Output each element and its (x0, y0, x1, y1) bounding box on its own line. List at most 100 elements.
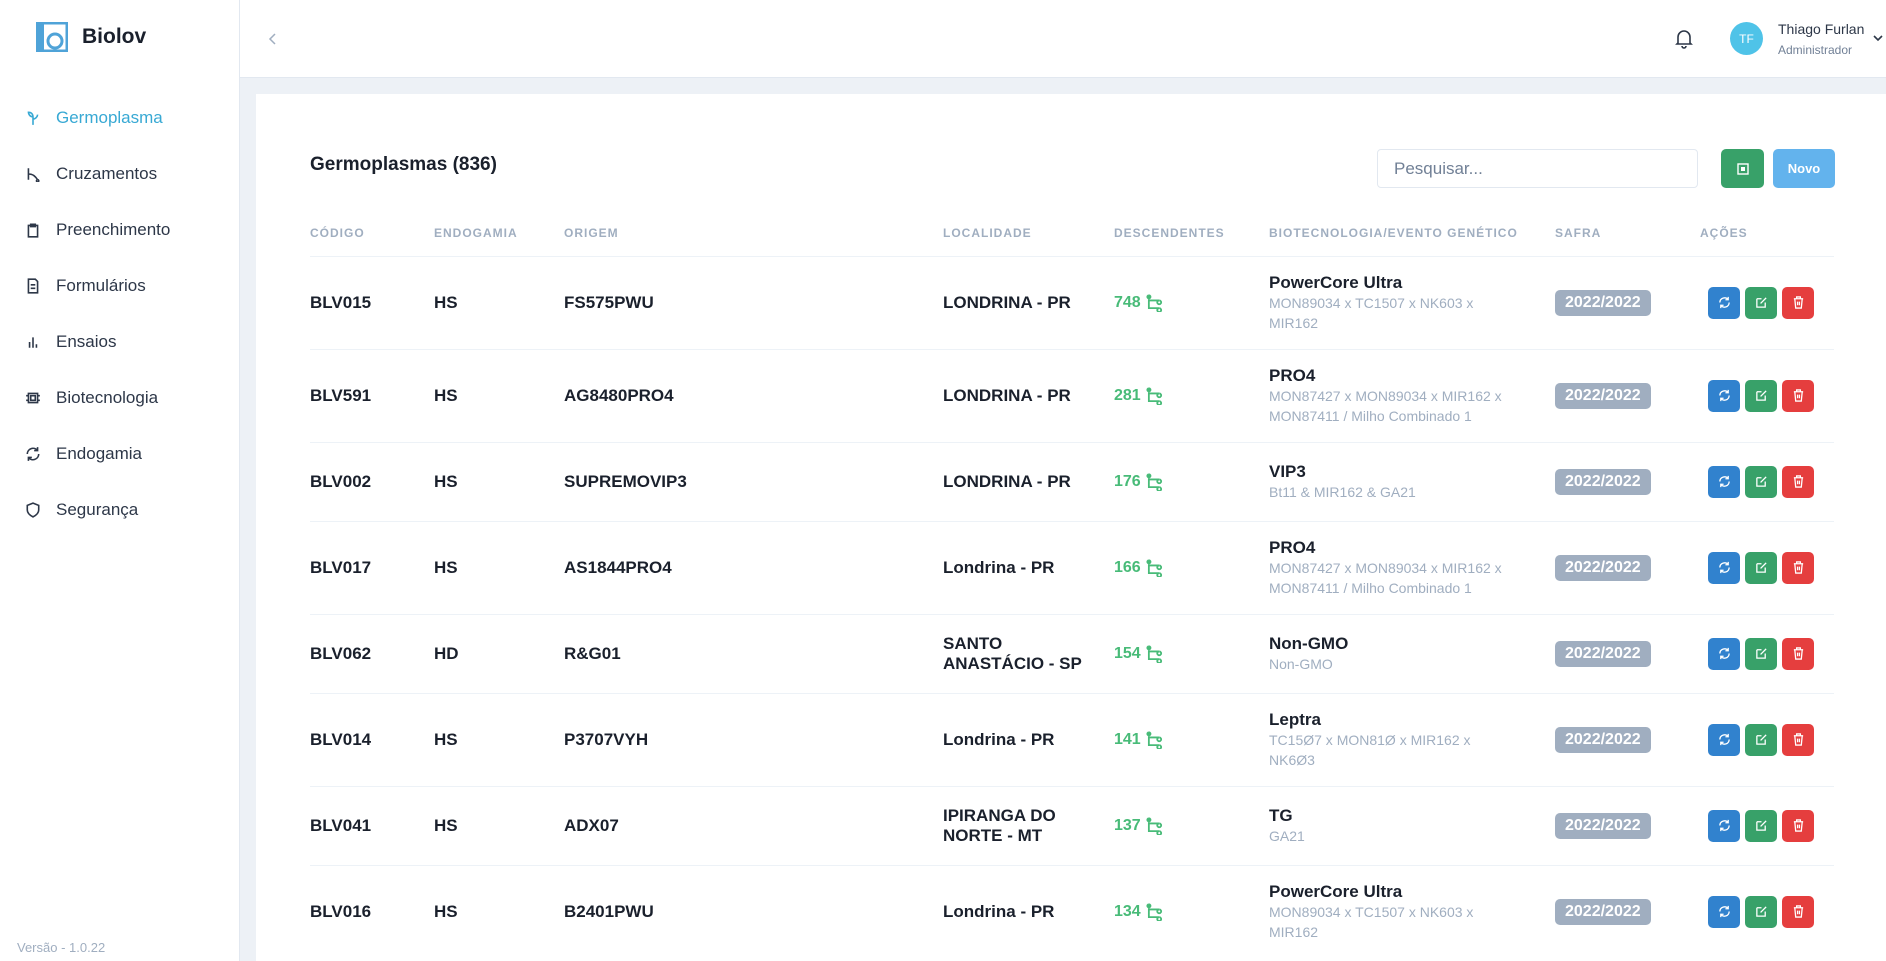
descendentes-count: 137 (1114, 816, 1141, 834)
biotech-cell: PRO4 MON87427 x MON89034 x MIR162 x MON87… (1269, 520, 1555, 614)
nav-item[interactable]: Formulários (0, 258, 240, 314)
tree-icon (1146, 472, 1162, 491)
origem: SUPREMOVIP3 (564, 441, 943, 521)
descendentes: 154 (1114, 645, 1261, 663)
sync-button[interactable] (1708, 637, 1740, 670)
action-icon (1755, 390, 1767, 401)
delete-button[interactable] (1782, 465, 1814, 498)
action-icon (1718, 647, 1730, 660)
action-icon (1755, 820, 1767, 831)
column-header: CÓDIGO (310, 225, 365, 240)
edit-button[interactable] (1745, 465, 1777, 498)
sync-button[interactable] (1708, 379, 1740, 412)
actions (1700, 286, 1826, 319)
export-icon (1736, 162, 1749, 175)
nav-item[interactable]: Segurança (0, 482, 240, 538)
nav-item[interactable]: Biotecnologia (0, 370, 240, 426)
actions (1700, 551, 1826, 584)
localidade: Londrina - PR (943, 864, 1114, 958)
actions-cell (1700, 613, 1834, 693)
code: BLV002 (310, 441, 434, 521)
nav-label: Formulários (56, 276, 146, 295)
descendentes: 176 (1114, 473, 1261, 491)
delete-button[interactable] (1782, 723, 1814, 756)
biotech-cell: Non-GMO Non-GMO (1269, 613, 1555, 693)
delete-button[interactable] (1782, 379, 1814, 412)
nav-item[interactable]: Cruzamentos (0, 146, 240, 202)
safra-badge: 2022/2022 (1555, 898, 1651, 925)
column-header: ORIGEM (564, 225, 619, 240)
notifications[interactable] (1675, 29, 1693, 49)
actions-cell (1700, 864, 1834, 958)
search-input[interactable]: Pesquisar... (1377, 149, 1698, 188)
action-icon (1755, 562, 1767, 573)
nav-icon (27, 223, 39, 238)
endogamia: HS (434, 785, 564, 865)
sync-button[interactable] (1708, 551, 1740, 584)
edit-button[interactable] (1745, 723, 1777, 756)
brand-name: Biolov (82, 25, 147, 48)
search-placeholder: Pesquisar... (1394, 159, 1483, 178)
export-button[interactable] (1721, 149, 1764, 188)
nav-item[interactable]: Preenchimento (0, 202, 240, 258)
edit-button[interactable] (1745, 895, 1777, 928)
biotech-event: Bt11 & MIR162 & GA21 (1269, 483, 1416, 500)
sync-button[interactable] (1708, 895, 1740, 928)
nav-label: Preenchimento (56, 220, 171, 239)
tree-icon (1146, 644, 1162, 663)
actions (1700, 379, 1826, 412)
biotech-cell: VIP3 Bt11 & MIR162 & GA21 (1269, 441, 1555, 521)
edit-button[interactable] (1745, 551, 1777, 584)
biotech-event: Non-GMO (1269, 655, 1333, 672)
sync-button[interactable] (1708, 465, 1740, 498)
biotech-event: MON89034 x TC1507 x NK603 x MIR162 (1269, 294, 1474, 331)
origem: FS575PWU (564, 255, 943, 349)
biotech-event: MON87427 x MON89034 x MIR162 x MON87411 … (1269, 559, 1502, 596)
sync-button[interactable] (1708, 723, 1740, 756)
action-icon (1755, 906, 1767, 917)
edit-button[interactable] (1745, 379, 1777, 412)
biotech-cell: TG GA21 (1269, 785, 1555, 865)
descendentes-count: 166 (1114, 558, 1141, 576)
nav-item[interactable]: Endogamia (0, 426, 240, 482)
collapse-button[interactable] (268, 32, 278, 46)
delete-button[interactable] (1782, 551, 1814, 584)
endogamia: HS (434, 692, 564, 786)
biotech-name: Non-GMO (1269, 633, 1349, 653)
localidade: IPIRANGA DO NORTE - MT (943, 785, 1114, 865)
new-button[interactable]: Novo (1773, 149, 1835, 188)
actions-cell (1700, 692, 1834, 786)
nav-label: Segurança (56, 500, 139, 519)
tree-icon (1146, 558, 1162, 577)
user-role: Administrador (1778, 43, 1853, 57)
nav-label: Germoplasma (56, 108, 163, 127)
delete-button[interactable] (1782, 637, 1814, 670)
descendentes-cell: 141 (1114, 692, 1269, 786)
action-icon (1718, 561, 1730, 574)
table-row: BLV062 HD R&G01 SANTO ANASTÁCIO - SP 154 Non-… (310, 613, 1834, 693)
delete-button[interactable] (1782, 895, 1814, 928)
delete-button[interactable] (1782, 809, 1814, 842)
sync-button[interactable] (1708, 809, 1740, 842)
edit-button[interactable] (1745, 286, 1777, 319)
actions (1700, 809, 1826, 842)
user-menu[interactable] (1872, 34, 1884, 44)
descendentes-count: 176 (1114, 472, 1141, 490)
localidade: Londrina - PR (943, 692, 1114, 786)
avatar[interactable]: TF (1730, 22, 1763, 55)
action-icon (1718, 475, 1730, 488)
nav-item[interactable]: Germoplasma (0, 90, 240, 146)
delete-button[interactable] (1782, 286, 1814, 319)
biotech-event: GA21 (1269, 827, 1305, 844)
nav-icon (28, 337, 38, 348)
edit-button[interactable] (1745, 809, 1777, 842)
nav: Germoplasma Cruzamentos Preenchimento Formu… (0, 90, 240, 538)
localidade: LONDRINA - PR (943, 348, 1114, 442)
nav-item[interactable]: Ensaios (0, 314, 240, 370)
table-row: BLV017 HS AS1844PRO4 Londrina - PR 166 PRO4 MO… (310, 520, 1834, 614)
sync-button[interactable] (1708, 286, 1740, 319)
localidade: Londrina - PR (943, 520, 1114, 614)
brand[interactable]: Biolov (36, 22, 146, 52)
edit-button[interactable] (1745, 637, 1777, 670)
